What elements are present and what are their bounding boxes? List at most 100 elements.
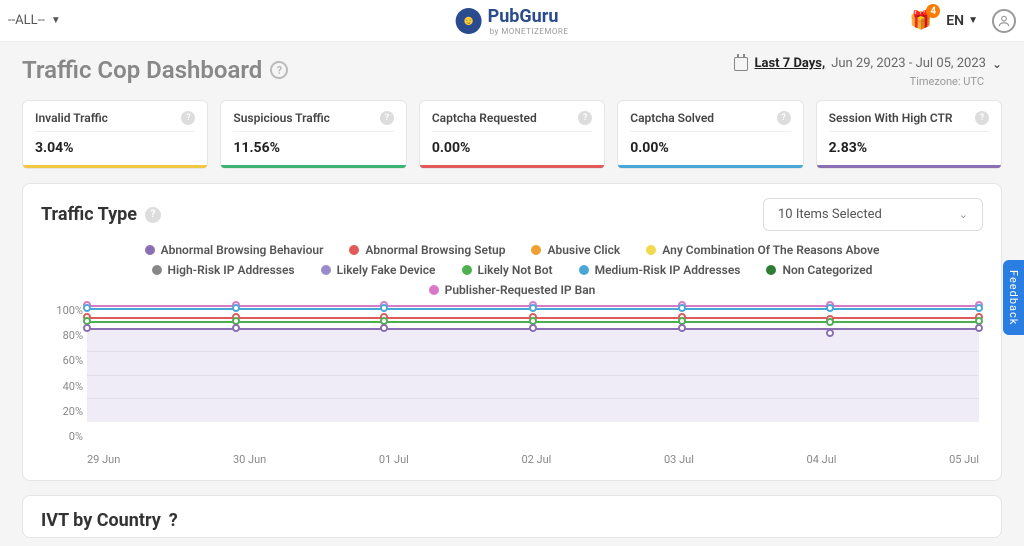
chart-point[interactable] [826,318,834,326]
logo[interactable]: ☻ PubGuru by MONETIZEMORE [456,6,569,36]
help-icon[interactable]: ? [777,111,791,125]
chart-point[interactable] [529,304,537,312]
card-title: Invalid Traffic? [35,111,195,132]
legend-label: High-Risk IP Addresses [168,263,295,277]
legend-dot-icon [152,265,162,275]
legend-item[interactable]: High-Risk IP Addresses [152,263,295,277]
x-axis-tick: 04 Jul [807,453,837,466]
legend-item[interactable]: Abnormal Browsing Behaviour [145,243,324,257]
x-axis-tick: 29 Jun [87,453,120,466]
legend-item[interactable]: Publisher-Requested IP Ban [429,283,596,297]
help-icon[interactable]: ? [270,61,288,79]
chevron-down-icon: ▼ [968,15,978,26]
filter-dropdown[interactable]: --ALL-- ▼ [8,13,61,28]
notification-badge: 4 [926,4,940,18]
chart-point[interactable] [529,324,537,332]
logo-text: PubGuru [488,6,569,27]
stat-cards-row: Invalid Traffic? 3.04% Suspicious Traffic?… [22,100,1002,169]
card-value: 2.83% [829,140,989,156]
legend-dot-icon [579,265,589,275]
legend-item[interactable]: Any Combination Of The Reasons Above [646,243,879,257]
legend-item[interactable]: Medium-Risk IP Addresses [579,263,741,277]
dropdown-label: 10 Items Selected [778,207,882,222]
card-title: Session With High CTR? [829,111,989,132]
chart-point[interactable] [380,324,388,332]
legend-dot-icon [349,245,359,255]
chart-point[interactable] [678,304,686,312]
legend-dot-icon [646,245,656,255]
chevron-down-icon: ▼ [51,15,61,26]
card-value: 0.00% [630,140,790,156]
help-icon[interactable]: ? [181,111,195,125]
gift-icon[interactable]: 🎁4 [910,10,932,31]
card-title: Captcha Solved? [630,111,790,132]
legend-label: Likely Fake Device [337,263,436,277]
date-preset-label: Last 7 Days, [754,56,825,71]
legend-item[interactable]: Likely Not Bot [462,263,553,277]
chart-point[interactable] [83,324,91,332]
legend-dot-icon [766,265,776,275]
x-axis-tick: 03 Jul [664,453,694,466]
stat-card[interactable]: Invalid Traffic? 3.04% [22,100,208,169]
stat-card[interactable]: Captcha Solved? 0.00% [617,100,803,169]
legend-label: Medium-Risk IP Addresses [595,263,741,277]
logo-byline: by MONETIZEMORE [490,27,569,36]
chart-point[interactable] [826,304,834,312]
x-axis-tick: 05 Jul [949,453,979,466]
chart-point[interactable] [678,324,686,332]
legend-label: Non Categorized [782,263,872,277]
panel-title: IVT by Country ? [41,510,983,531]
chart-legend: Abnormal Browsing Behaviour Abnormal Brow… [41,243,983,297]
timezone-label: Timezone: UTC [734,75,984,88]
chart-point[interactable] [83,304,91,312]
card-value: 0.00% [432,140,592,156]
date-range-selector[interactable]: Last 7 Days, Jun 29, 2023 - Jul 05, 2023… [734,56,1002,71]
help-icon[interactable]: ? [145,207,161,223]
legend-item[interactable]: Abusive Click [531,243,620,257]
legend-label: Abnormal Browsing Setup [365,243,505,257]
help-icon[interactable]: ? [578,111,592,125]
top-bar: --ALL-- ▼ ☻ PubGuru by MONETIZEMORE 🎁4 E… [0,0,1024,42]
x-axis-tick: 01 Jul [379,453,409,466]
chart-point[interactable] [232,324,240,332]
user-avatar-icon[interactable] [992,9,1016,33]
legend-label: Any Combination Of The Reasons Above [662,243,879,257]
x-axis-labels: 29 Jun30 Jun01 Jul02 Jul03 Jul04 Jul05 J… [87,453,979,466]
traffic-type-panel: Traffic Type ? 10 Items Selected ⌄ Abnor… [22,183,1002,481]
chart-point[interactable] [826,329,834,337]
legend-label: Publisher-Requested IP Ban [445,283,596,297]
help-icon[interactable]: ? [380,111,394,125]
help-icon[interactable]: ? [975,111,989,125]
language-selector[interactable]: EN ▼ [946,13,978,29]
ivt-by-country-panel: IVT by Country ? [22,495,1002,538]
feedback-tab[interactable]: Feedback [1003,260,1024,335]
help-icon[interactable]: ? [169,510,178,531]
date-range-text: Jun 29, 2023 - Jul 05, 2023 [831,56,986,71]
panel-title: Traffic Type ? [41,204,161,225]
line-chart [87,305,979,445]
legend-dot-icon [462,265,472,275]
card-value: 3.04% [35,140,195,156]
card-title: Suspicious Traffic? [233,111,393,132]
legend-dot-icon [321,265,331,275]
items-selected-dropdown[interactable]: 10 Items Selected ⌄ [763,198,983,231]
language-label: EN [946,13,964,29]
legend-dot-icon [531,245,541,255]
y-axis-labels: 100%80%60%40%20%0% [41,305,83,442]
chart-point[interactable] [975,324,983,332]
legend-item[interactable]: Abnormal Browsing Setup [349,243,505,257]
chart-point[interactable] [380,304,388,312]
legend-item[interactable]: Likely Fake Device [321,263,436,277]
legend-dot-icon [145,245,155,255]
legend-label: Abusive Click [547,243,620,257]
calendar-icon [734,57,748,71]
stat-card[interactable]: Captcha Requested?0.00% [419,100,605,169]
card-value: 11.56% [233,140,393,156]
chart-point[interactable] [975,304,983,312]
chart-point[interactable] [232,304,240,312]
stat-card[interactable]: Suspicious Traffic? 11.56% [220,100,406,169]
legend-dot-icon [429,285,439,295]
stat-card[interactable]: Session With High CTR? 2.83% [816,100,1002,169]
filter-label: --ALL-- [8,13,45,28]
legend-item[interactable]: Non Categorized [766,263,872,277]
